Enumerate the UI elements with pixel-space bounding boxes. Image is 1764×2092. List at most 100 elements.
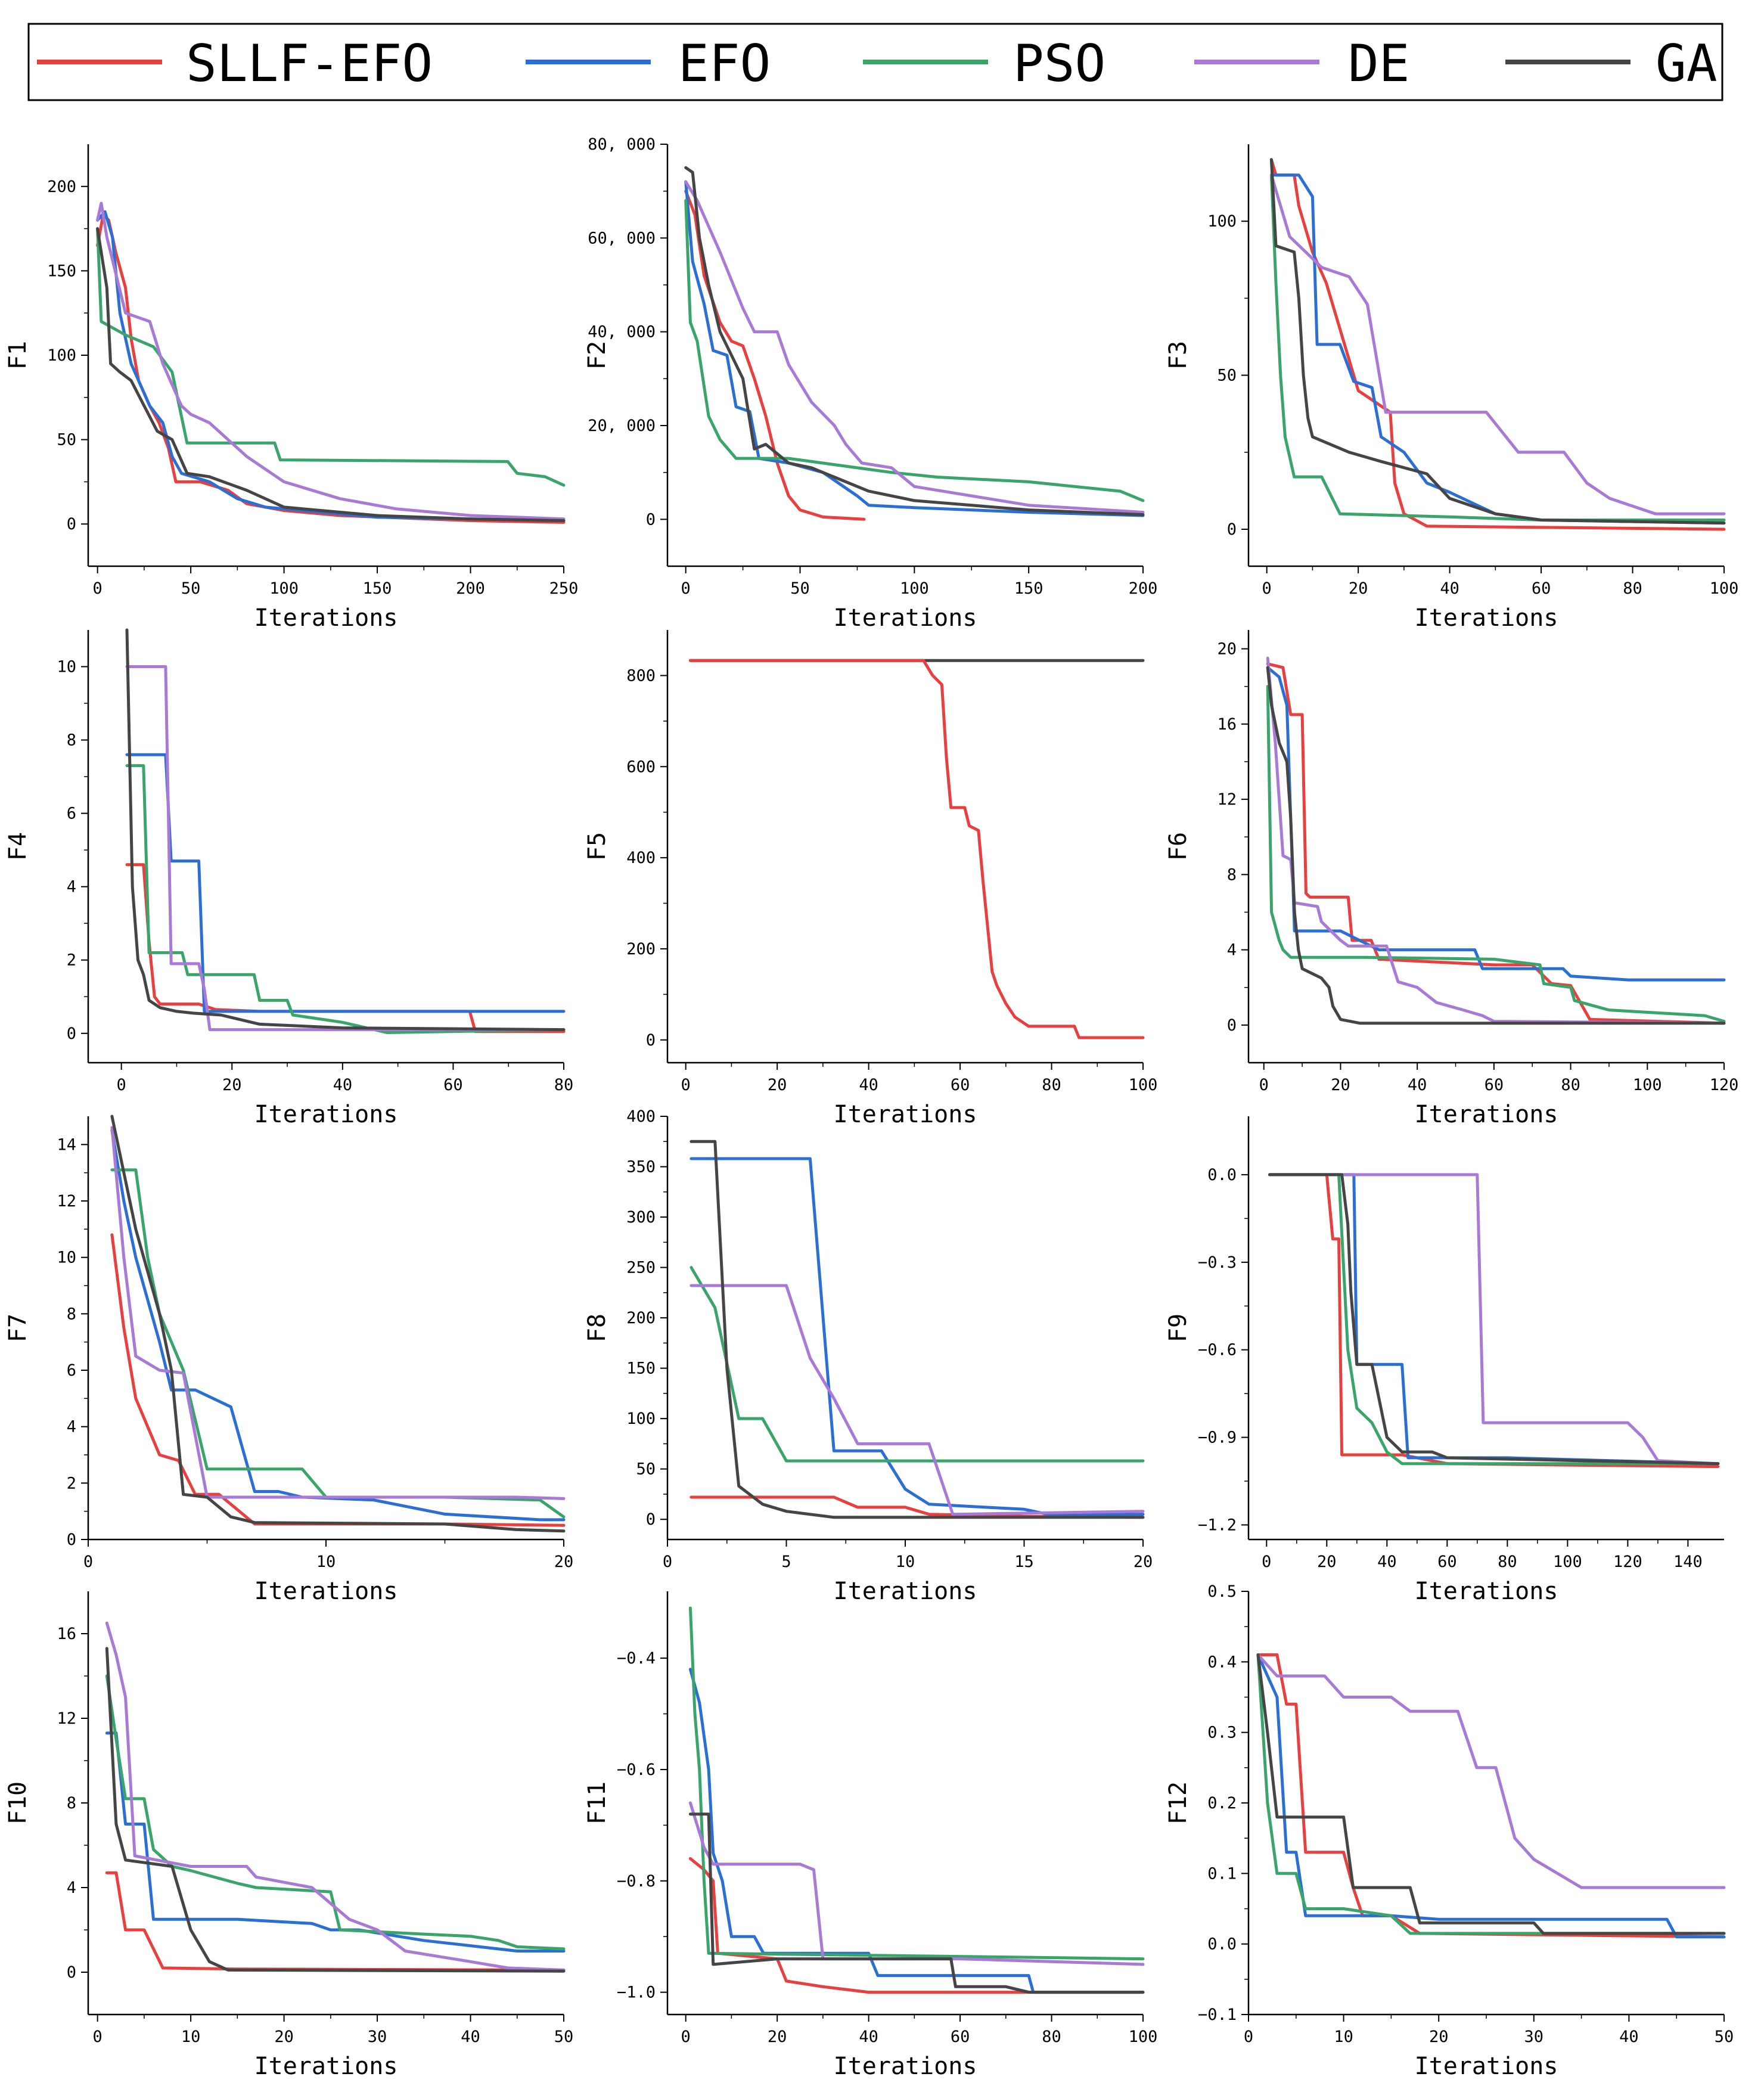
x-tick-label: 30: [1524, 2028, 1544, 2046]
x-axis-title: Iterations: [834, 604, 977, 632]
y-tick-label: 0: [646, 1031, 656, 1050]
x-tick-label: 140: [1673, 1553, 1703, 1571]
chart-panel-f12: 0 10 20 30 40 50 −0.1 0.0 0.1 0.2 0.3 0.4 0.5 Iterati…: [1164, 1582, 1734, 2080]
x-axis-title: Iterations: [254, 1101, 398, 1128]
series-line-de: [110, 1126, 566, 1500]
x-tick-label: 10: [181, 2028, 201, 2046]
y-tick-label: 0.3: [1207, 1724, 1237, 1742]
x-tick-label: 0: [681, 579, 691, 598]
y-tick-label: 0.5: [1207, 1582, 1237, 1601]
y-tick-label: 50: [57, 431, 76, 449]
x-tick-label: 30: [368, 2028, 387, 2046]
x-axis-title: Iterations: [1415, 1101, 1558, 1128]
legend-label: SLLF-EFO: [186, 34, 433, 94]
x-tick-label: 150: [363, 579, 392, 598]
y-tick-label: 12: [57, 1192, 76, 1210]
series-line-efo: [105, 1731, 566, 1953]
chart-panel-f4: 0 20 40 60 80 0 2 4 6 8 10 Iterations F4: [4, 628, 574, 1128]
y-tick-label: 8: [1227, 865, 1237, 884]
y-tick-label: −0.9: [1198, 1429, 1237, 1447]
series-line-ga: [96, 227, 566, 522]
x-tick-label: 50: [1715, 2028, 1734, 2046]
series-line-ga: [684, 166, 1145, 516]
y-tick-label: 0: [1227, 1016, 1237, 1035]
x-tick-label: 0: [1262, 1553, 1271, 1571]
y-tick-label: 2: [67, 951, 76, 970]
x-tick-label: 100: [1633, 1076, 1662, 1094]
y-tick-label: 200: [626, 1309, 656, 1327]
x-tick-label: 40: [859, 1076, 878, 1094]
series-line-de: [105, 1621, 566, 1972]
chart-panel-f3: 0 20 40 60 80 100 0 50 100 Iterations F3: [1164, 144, 1738, 632]
series-line-sllf-efo: [1269, 158, 1726, 531]
x-tick-label: 80: [1498, 1553, 1517, 1571]
y-tick-label: 6: [67, 805, 76, 823]
x-tick-label: 100: [1129, 1076, 1158, 1094]
y-tick-label: −0.1: [1198, 2006, 1237, 2024]
series-line-ga: [1266, 666, 1726, 1025]
legend-label: EFO: [678, 34, 771, 94]
series-line-pso: [688, 1606, 1145, 1961]
x-tick-label: 60: [951, 1076, 970, 1094]
x-tick-label: 20: [222, 1076, 242, 1094]
x-tick-label: 80: [554, 1076, 574, 1094]
y-tick-label: 20, 000: [588, 417, 656, 435]
y-axis-title: F9: [1164, 1314, 1192, 1342]
legend-frame: [27, 23, 1723, 101]
series-line-de: [1268, 1173, 1720, 1466]
y-tick-label: 300: [626, 1208, 656, 1227]
x-tick-label: 20: [1349, 579, 1368, 598]
x-tick-label: 40: [333, 1076, 353, 1094]
series-line-de: [96, 201, 566, 521]
y-tick-label: 400: [626, 849, 656, 867]
legend-entry-sllf-efo: SLLF-EFO: [37, 34, 433, 94]
series-line-de: [1256, 1653, 1726, 1889]
x-tick-label: 0: [681, 2028, 691, 2046]
y-axis-title: F4: [4, 832, 32, 861]
series-line-ga: [688, 1812, 1145, 1994]
legend-entry-de: DE: [1194, 34, 1410, 94]
chart-grid: 0 50 100 150 200 250050100150200IterationsF10…: [4, 135, 1738, 2080]
x-tick-label: 40: [1408, 1076, 1427, 1094]
y-tick-label: 0: [67, 1963, 76, 1982]
x-axis-title: Iterations: [254, 2053, 398, 2080]
chart-panel-f6: 0 20 40 60 80 100 120 0 4 8 12 16 20 Iterations F6: [1164, 630, 1738, 1128]
y-tick-label: 16: [1217, 715, 1237, 734]
y-tick-label: 100: [626, 1410, 656, 1428]
series-line-pso: [105, 1674, 566, 1951]
series-line-ga: [1269, 158, 1726, 525]
x-tick-label: 200: [456, 579, 485, 598]
x-tick-label: 80: [1623, 579, 1642, 598]
chart-panel-f9: 0 20 40 60 80 100 120 140 0.0 −0.3 −0.6 −0.9 −1.2 Ite…: [1164, 1116, 1724, 1605]
series-line-sllf-efo: [688, 659, 1145, 1039]
x-tick-label: 150: [1014, 579, 1044, 598]
y-tick-label: 350: [626, 1158, 656, 1177]
y-tick-label: 8: [67, 1305, 76, 1323]
y-tick-label: 150: [47, 262, 76, 280]
x-tick-label: 40: [1377, 1553, 1397, 1571]
y-axis-title: F6: [1164, 832, 1192, 861]
chart-panel-f10: 0 10 20 30 40 50 0 4 8 12 16 Iterations F10: [4, 1591, 573, 2080]
legend-label: PSO: [1013, 34, 1105, 94]
y-axis-title: F2: [583, 341, 611, 370]
x-axis-title: Iterations: [1415, 1578, 1558, 1605]
series-line-pso: [125, 764, 566, 1034]
y-axis-title: F12: [1164, 1781, 1192, 1824]
x-tick-label: 50: [790, 579, 810, 598]
x-tick-label: 40: [461, 2028, 480, 2046]
x-tick-label: 120: [1613, 1553, 1642, 1571]
x-tick-label: 20: [1429, 2028, 1449, 2046]
y-tick-label: 50: [1217, 367, 1237, 385]
x-axis-title: Iterations: [834, 1101, 977, 1128]
series-line-sllf-efo: [1256, 1653, 1726, 1939]
x-tick-label: 10: [896, 1553, 915, 1571]
y-axis-title: F3: [1164, 341, 1192, 370]
series-line-de: [125, 665, 566, 1032]
y-tick-label: 800: [626, 666, 656, 685]
series-line-sllf-efo: [684, 190, 866, 521]
y-tick-label: 0: [646, 510, 656, 529]
y-tick-label: −0.6: [617, 1761, 656, 1779]
y-tick-label: −0.4: [617, 1649, 656, 1668]
series-line-de: [1266, 656, 1726, 1025]
